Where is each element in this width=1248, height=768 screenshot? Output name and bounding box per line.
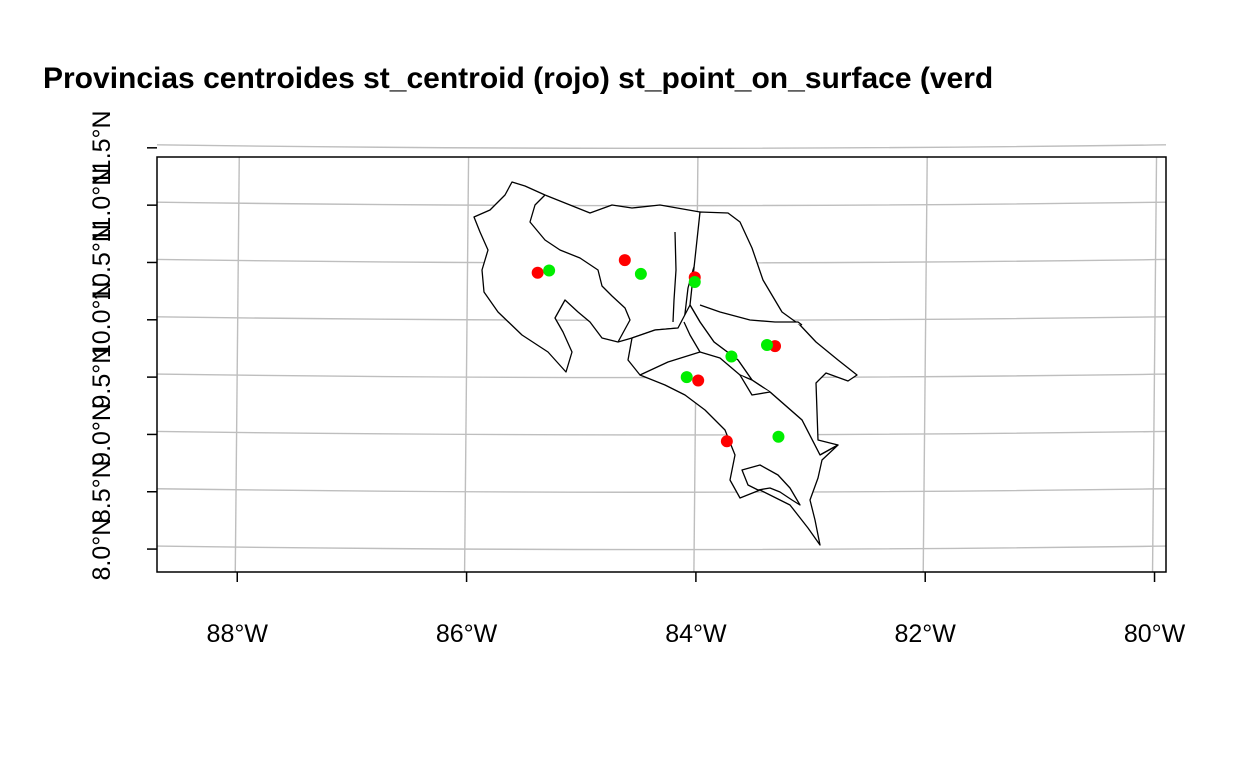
plot-border xyxy=(156,156,1167,573)
y-tick-label: 9.0°N xyxy=(88,403,116,466)
parallel-line-1 xyxy=(156,488,1167,493)
centroid-point xyxy=(720,435,733,448)
province-boundary-1 xyxy=(529,194,631,343)
province-boundary-4 xyxy=(639,351,753,381)
point-on-surface-point xyxy=(760,339,773,352)
y-tick-label: 11.5°N xyxy=(88,110,116,185)
x-tick-label: 86°W xyxy=(436,620,498,648)
point-on-surface-point xyxy=(543,264,556,277)
meridian-line-1 xyxy=(463,156,470,573)
province-osa xyxy=(741,464,801,506)
provinces-outline xyxy=(473,181,858,546)
point-on-surface-point xyxy=(725,350,738,363)
x-tick-label: 82°W xyxy=(895,620,957,648)
axis-labels: 88°W 86°W 84°W 82°W 80°W 8.0°N8.5°N9.0°N9.5°N… xyxy=(88,110,1186,648)
y-tick-label: 9.5°N xyxy=(88,346,116,409)
y-tick-label: 10.5°N xyxy=(88,224,116,301)
province-boundary-5 xyxy=(683,321,701,353)
meridian-line-0 xyxy=(234,156,240,573)
point-on-surface-point xyxy=(634,267,647,280)
centroid-point xyxy=(618,254,631,267)
points xyxy=(531,254,785,448)
province-boundary-2 xyxy=(672,231,677,323)
point-on-surface-point xyxy=(680,371,693,384)
parallel-line-7 xyxy=(156,144,1167,150)
x-tick-label: 88°W xyxy=(207,620,269,648)
x-tick-label: 80°W xyxy=(1124,620,1186,648)
y-tick-label: 8.5°N xyxy=(88,460,116,523)
x-tick-label: 84°W xyxy=(665,620,727,648)
y-tick-label: 10.0°N xyxy=(88,281,116,358)
point-on-surface-point xyxy=(688,275,701,288)
plot-title: Provincias centroides st_centroid (rojo)… xyxy=(43,62,994,95)
plot-frame xyxy=(147,147,1167,582)
point-on-surface-point xyxy=(772,430,785,443)
centroid-point xyxy=(531,266,544,279)
parallel-line-0 xyxy=(156,545,1167,551)
parallel-line-2 xyxy=(156,430,1167,436)
y-tick-label: 11.0°N xyxy=(88,168,116,243)
y-tick-label: 8.0°N xyxy=(88,518,116,581)
meridian-line-3 xyxy=(922,156,928,573)
meridian-line-4 xyxy=(1151,156,1158,573)
centroid-point xyxy=(692,374,705,387)
province-boundary-6 xyxy=(739,374,771,396)
province-boundary-3 xyxy=(699,304,803,326)
